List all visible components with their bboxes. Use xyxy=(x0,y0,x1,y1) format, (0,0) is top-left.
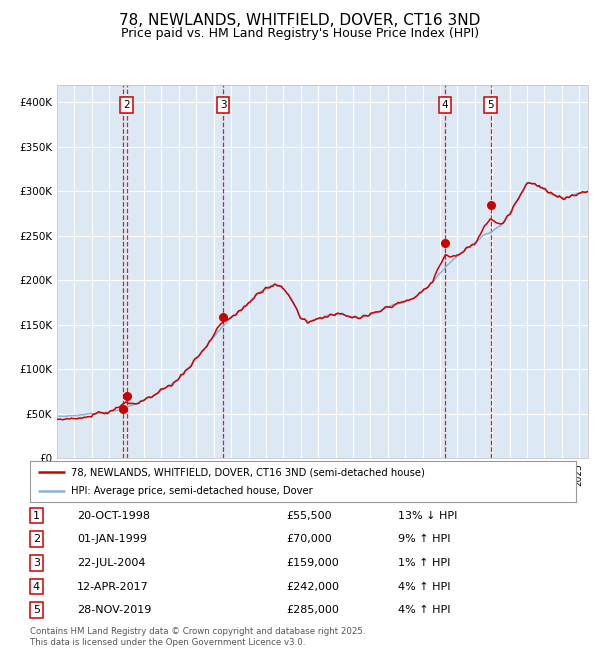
Text: 22-JUL-2004: 22-JUL-2004 xyxy=(77,558,146,568)
Text: 4% ↑ HPI: 4% ↑ HPI xyxy=(398,605,451,615)
Text: 4: 4 xyxy=(442,100,448,110)
Text: 5: 5 xyxy=(33,605,40,615)
Text: 01-JAN-1999: 01-JAN-1999 xyxy=(77,534,147,544)
Text: Contains HM Land Registry data © Crown copyright and database right 2025.
This d: Contains HM Land Registry data © Crown c… xyxy=(30,627,365,647)
Text: 4: 4 xyxy=(33,582,40,592)
Text: 1% ↑ HPI: 1% ↑ HPI xyxy=(398,558,450,568)
Text: 2: 2 xyxy=(33,534,40,544)
Text: Price paid vs. HM Land Registry's House Price Index (HPI): Price paid vs. HM Land Registry's House … xyxy=(121,27,479,40)
Text: 78, NEWLANDS, WHITFIELD, DOVER, CT16 3ND (semi-detached house): 78, NEWLANDS, WHITFIELD, DOVER, CT16 3ND… xyxy=(71,467,425,477)
Text: 78, NEWLANDS, WHITFIELD, DOVER, CT16 3ND: 78, NEWLANDS, WHITFIELD, DOVER, CT16 3ND xyxy=(119,13,481,28)
Text: 1: 1 xyxy=(33,511,40,521)
Text: £285,000: £285,000 xyxy=(286,605,339,615)
Text: 2: 2 xyxy=(124,100,130,110)
Text: 4% ↑ HPI: 4% ↑ HPI xyxy=(398,582,451,592)
Text: 28-NOV-2019: 28-NOV-2019 xyxy=(77,605,151,615)
Text: HPI: Average price, semi-detached house, Dover: HPI: Average price, semi-detached house,… xyxy=(71,486,313,496)
Text: £55,500: £55,500 xyxy=(286,511,332,521)
Text: 9% ↑ HPI: 9% ↑ HPI xyxy=(398,534,451,544)
Text: 20-OCT-1998: 20-OCT-1998 xyxy=(77,511,150,521)
Text: 13% ↓ HPI: 13% ↓ HPI xyxy=(398,511,457,521)
Text: 3: 3 xyxy=(220,100,227,110)
Text: 3: 3 xyxy=(33,558,40,568)
Text: 5: 5 xyxy=(487,100,494,110)
Text: £242,000: £242,000 xyxy=(286,582,339,592)
Text: £70,000: £70,000 xyxy=(286,534,332,544)
Text: 12-APR-2017: 12-APR-2017 xyxy=(77,582,149,592)
Text: £159,000: £159,000 xyxy=(286,558,339,568)
